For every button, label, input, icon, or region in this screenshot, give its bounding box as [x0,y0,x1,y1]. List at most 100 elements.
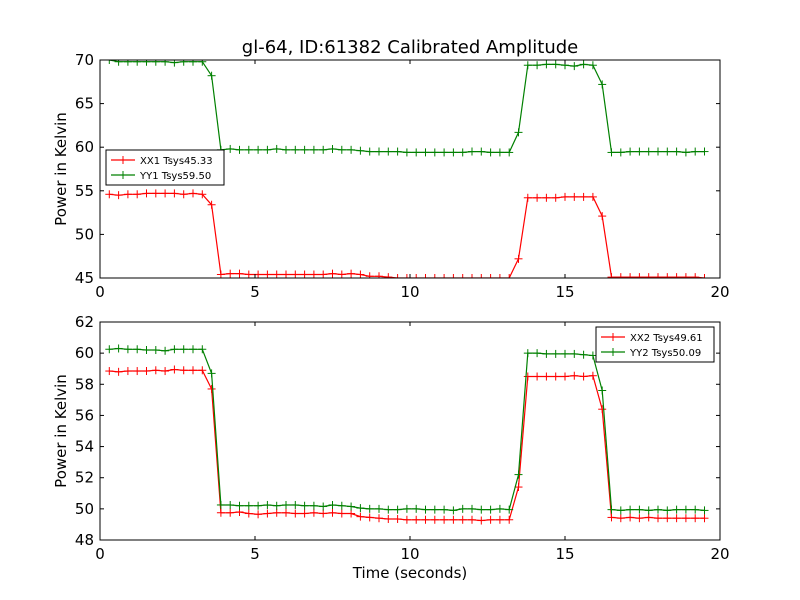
data-point [226,500,235,509]
data-point [365,272,374,278]
data-point [598,80,607,89]
legend-entry: XX2 Tsys49.61 [601,333,703,344]
legend-label: YY2 Tsys50.09 [629,348,701,359]
data-point [170,345,179,354]
data-point [663,147,672,156]
data-point [300,501,309,510]
data-point [291,509,300,518]
data-point [300,145,309,154]
data-point [449,274,458,278]
data-point [542,372,551,381]
legend-box [105,149,225,186]
data-point [514,483,523,492]
data-point [263,500,272,509]
data-point [486,505,495,514]
y-tick-label: 58 [75,375,94,393]
data-point [570,62,579,71]
data-point [607,148,616,157]
x-tick-label: 15 [555,545,574,563]
data-point [626,505,635,514]
data-point [561,192,569,201]
data-point [533,61,542,70]
y-axis-label: Power in Kelvin [52,374,70,488]
data-point [579,350,588,359]
data-point [588,371,597,380]
data-point [514,254,523,263]
data-point [123,345,132,354]
data-point [505,505,514,514]
legend-entry: YY2 Tsys50.09 [601,348,701,359]
y-tick-label: 60 [75,344,94,362]
data-point [123,190,132,199]
data-point [216,270,225,278]
data-point [244,145,253,154]
data-point [328,500,337,509]
data-point [654,273,662,278]
legend: XX1 Tsys45.33 YY1 Tsys59.50 [105,149,225,186]
data-point [105,190,114,199]
data-point [375,272,383,278]
data-point [319,145,328,154]
data-point [133,345,142,354]
data-point [272,144,281,153]
data-point [244,270,253,278]
data-point [347,269,356,278]
data-point [105,60,114,64]
data-point [495,504,504,513]
data-point [384,147,393,156]
data-point [282,270,290,278]
data-point [672,273,681,278]
data-point [468,515,476,524]
y-tick-label: 60 [75,138,94,156]
data-point [142,60,151,66]
data-point [523,193,532,202]
data-point [300,270,309,278]
data-point [458,515,467,524]
data-point [644,513,653,522]
data-point [654,514,662,523]
top-plot: 0 5 10 15 20 45 50 55 60 65 70 Power in Kelvin XX1 T… [52,51,730,301]
data-point [579,192,588,201]
data-point [282,145,290,154]
series-yy [105,344,709,515]
data-point [588,61,597,70]
data-point [542,349,551,358]
data-point [319,502,328,511]
data-point [151,346,160,355]
data-point [161,60,170,66]
data-point [514,470,523,479]
data-point [133,367,142,376]
data-point [533,372,542,381]
data-point [337,501,346,510]
series-yy [105,60,709,157]
data-point [542,193,551,202]
data-point [356,504,365,513]
data-point [114,344,123,353]
data-point [477,147,486,156]
data-point [477,505,486,514]
data-point [663,273,672,278]
x-tick-label: 5 [250,283,260,301]
data-point [151,366,160,375]
data-point [430,505,439,514]
data-point [151,60,160,66]
data-point [523,372,532,381]
data-point [440,515,449,524]
data-point [133,190,142,199]
data-point [691,147,700,156]
x-tick-label: 20 [710,545,729,563]
data-point [644,273,653,278]
data-point [198,60,207,66]
data-point [691,505,700,514]
data-point [468,504,476,513]
data-point [356,146,365,155]
data-point [272,508,281,517]
data-point [440,274,449,278]
data-point [393,514,402,523]
data-point [477,274,486,278]
data-point [328,144,337,153]
data-point [189,189,197,198]
data-point [561,372,569,381]
data-point [179,366,188,375]
data-point [151,189,160,198]
